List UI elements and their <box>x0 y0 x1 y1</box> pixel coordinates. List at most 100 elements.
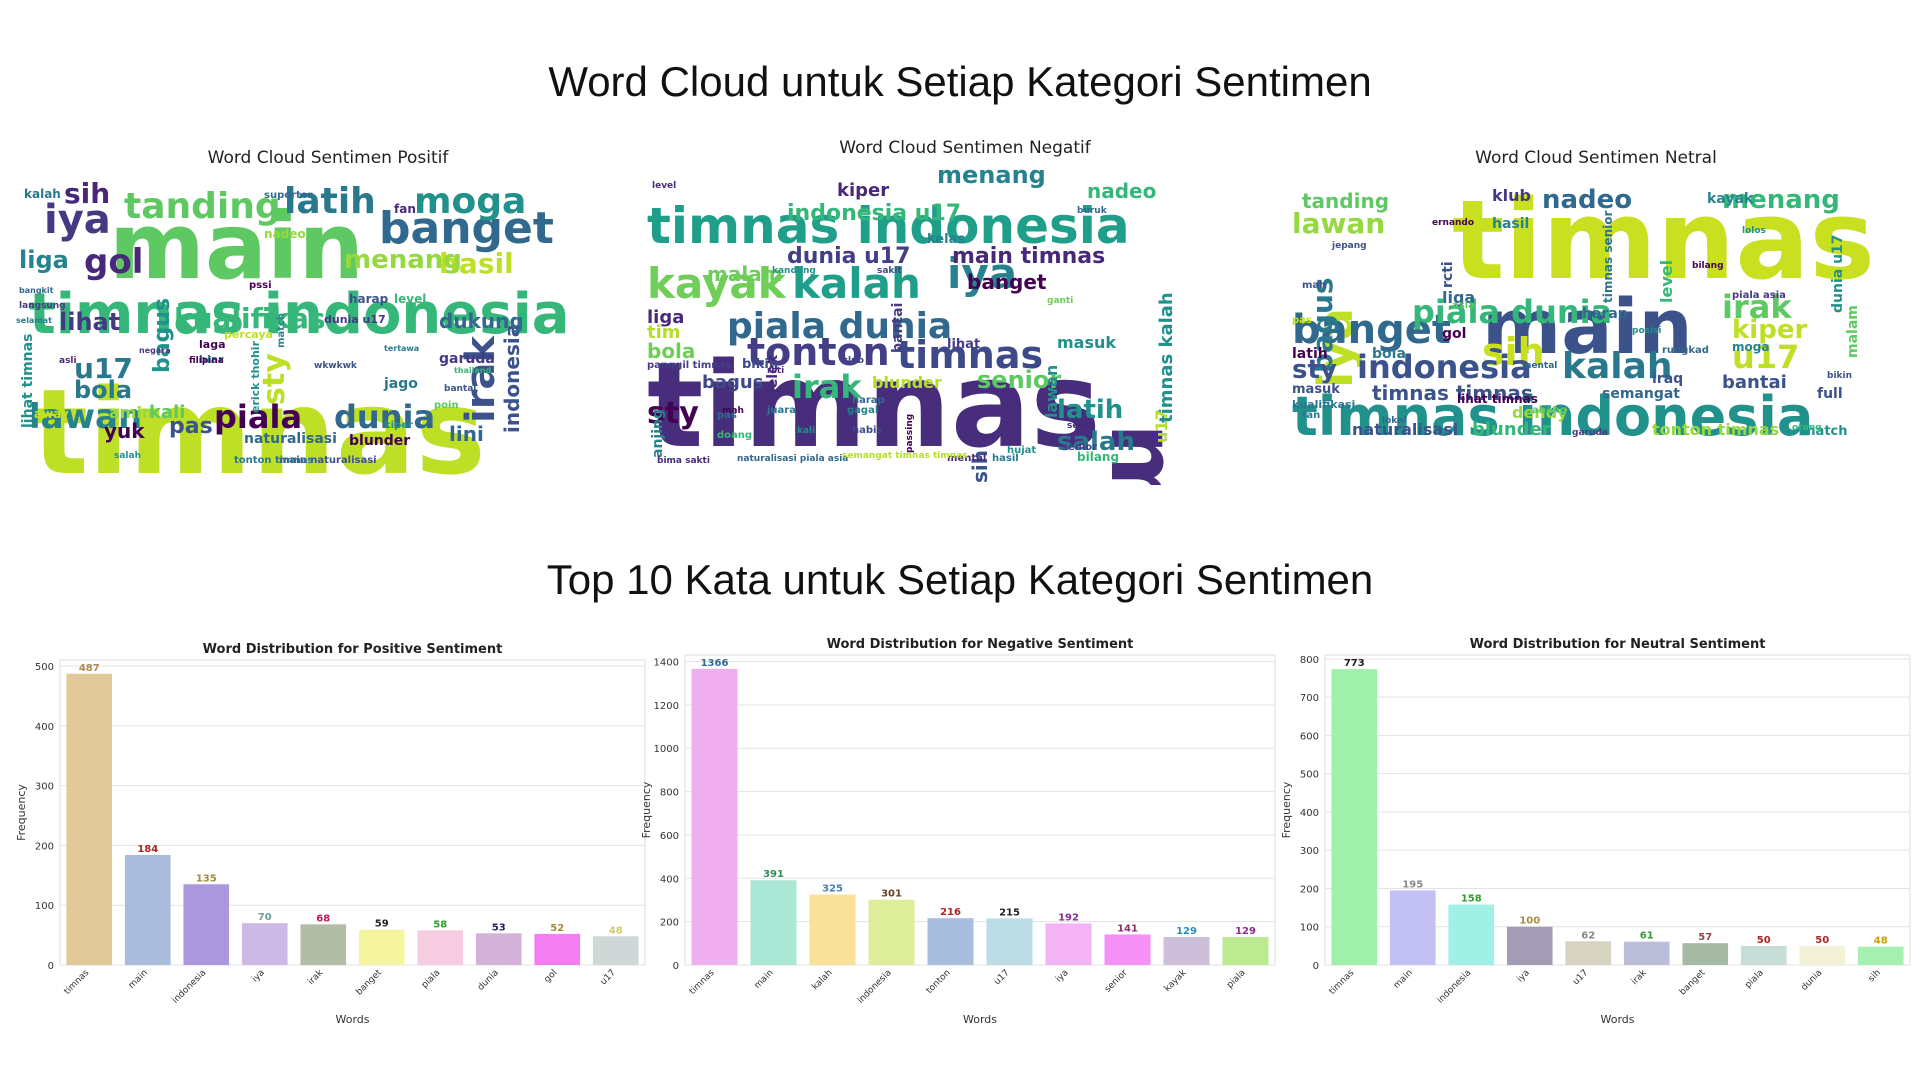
wordcloud-word: bagus <box>150 298 175 373</box>
wordcloud-word: erick thohir <box>249 340 262 413</box>
x-tick-label: u17 <box>1571 968 1590 987</box>
x-tick-label: u17 <box>599 968 618 987</box>
wordcloud-word: kalah <box>1562 346 1673 387</box>
wordcloud-word: hasil <box>1492 216 1529 232</box>
wordcloud-word: tonton timnas <box>234 455 314 466</box>
x-axis-label: Words <box>1600 1013 1634 1026</box>
bar-value-label: 215 <box>999 907 1020 918</box>
wordcloud-word: pas <box>169 414 213 439</box>
wordcloud-word: dukung <box>439 309 524 333</box>
wordcloud-word: bantai <box>1722 372 1787 393</box>
wordcloud-word: timnas indonesia <box>1292 385 1813 448</box>
x-tick-label: iya <box>250 968 267 985</box>
y-tick-label: 400 <box>660 874 679 885</box>
wordcloud-word: indonesia <box>1357 348 1532 386</box>
wordcloud-word: bangkit <box>19 286 54 295</box>
wordcloud-word: bilang <box>1692 261 1724 271</box>
bar <box>592 936 639 965</box>
wordcloud-word: sty <box>647 396 699 431</box>
wordcloud-word: garuda <box>439 351 495 367</box>
wordcloud-word: lokal <box>1382 416 1406 426</box>
bar-value-label: 50 <box>1757 935 1771 946</box>
bar-value-label: 61 <box>1640 931 1654 942</box>
x-tick-label: irak <box>306 967 326 987</box>
wordcloud-word: doang <box>717 430 752 441</box>
y-tick-label: 1000 <box>654 744 679 755</box>
wordcloud-word: irak <box>458 335 504 423</box>
wordcloud-word: sih <box>968 450 992 483</box>
x-tick-label: indonesia <box>856 968 894 1006</box>
wordcloud-word: indonesia <box>500 324 524 433</box>
wordcloud-word: tonton <box>747 330 890 374</box>
wordcloud-word: fan <box>394 202 416 216</box>
wordcloud-word: menang <box>1722 185 1840 215</box>
wordcloud-word: main <box>1090 423 1197 485</box>
bar <box>1799 945 1846 965</box>
wordcloud-word: iya <box>947 249 1017 298</box>
wordcloud-word: lihat <box>947 337 980 352</box>
wordcloud-word: lawan <box>29 397 142 437</box>
wordcloud-word: blunder <box>349 433 410 449</box>
y-tick-label: 200 <box>1300 884 1319 895</box>
wordcloud-word: bantai <box>444 384 476 394</box>
wordcloud-word: menang <box>937 161 1046 189</box>
x-tick-label: gol <box>543 968 560 985</box>
bar <box>1623 941 1670 965</box>
wordcloud-word: harap <box>1582 306 1628 322</box>
x-tick-label: iya <box>1054 968 1071 985</box>
y-tick-label: 100 <box>1300 923 1319 934</box>
y-tick-label: 600 <box>660 831 679 842</box>
wordcloud-word: latih <box>284 181 376 222</box>
wordcloud-word: timnas indonesia <box>29 282 570 347</box>
x-tick-label: main <box>127 968 150 991</box>
wordcloud-word: gagal <box>847 405 878 416</box>
wordcloud-positive: Word Cloud Sentimen Positif timnas main tim… <box>14 145 642 485</box>
wordcloud-word: passing <box>905 414 915 453</box>
wordcloud-word: lolos <box>1742 226 1766 236</box>
wordcloud-word: hasil <box>439 247 514 280</box>
wordcloud-word: rcti <box>767 366 784 376</box>
y-axis-label: Frequency <box>1280 781 1293 838</box>
bar-value-label: 58 <box>433 919 447 930</box>
wordcloud-word: main <box>1482 282 1693 371</box>
x-axis-label: Words <box>335 1013 369 1026</box>
bar-value-label: 57 <box>1698 932 1712 943</box>
wordcloud-word: lini <box>449 422 484 446</box>
wordcloud-word: pas <box>717 410 737 421</box>
x-tick-label: banget <box>1678 968 1708 998</box>
wordcloud-word: suporter <box>264 190 313 201</box>
wordcloud-word: timnas indonesia <box>647 197 1130 255</box>
wordcloud-word: pssi <box>249 280 272 291</box>
bar-value-label: 184 <box>137 844 158 855</box>
x-tick-label: timnas <box>1328 968 1357 997</box>
wordcloud-word: kiper <box>384 420 413 431</box>
bar-chart-positive-canvas: Word Distribution for Positive Sentiment… <box>15 642 646 1026</box>
wordcloud-word: senior <box>977 366 1061 394</box>
wordcloud-word: poin <box>434 400 459 411</box>
wordcloud-word: biar <box>199 353 224 366</box>
y-axis-label: Frequency <box>15 784 28 841</box>
wordcloud-word: kelas <box>927 232 965 247</box>
wordcloud-word: tim <box>647 322 681 343</box>
bar-value-label: 48 <box>1874 936 1888 947</box>
wordcloud-word: kali <box>797 426 815 436</box>
x-tick-label: tonton <box>925 968 953 996</box>
wordcloud-word: dendy <box>1512 403 1568 422</box>
bar <box>1448 904 1495 965</box>
wordcloud-word: u17 <box>1732 338 1799 376</box>
wordcloud-word: kualifikasi <box>174 302 335 335</box>
wordcloud-section-title: Word Cloud untuk Setiap Kategori Sentime… <box>548 58 1372 105</box>
y-axis-label: Frequency <box>640 781 653 838</box>
x-tick-label: kalah <box>810 968 834 992</box>
bar <box>750 880 797 965</box>
wordcloud-positive-canvas: Word Cloud Sentimen Positif timnas maintim… <box>16 148 570 485</box>
x-tick-label: indonesia <box>171 968 209 1006</box>
wordcloud-word: main naturalisasi <box>279 455 377 466</box>
y-tick-label: 1200 <box>654 701 679 712</box>
wordcloud-word: selamat <box>16 316 52 325</box>
wordcloud-negative: Word Cloud Sentimen Negatiftimnasmaintim… <box>647 135 1283 485</box>
bar-value-label: 129 <box>1176 926 1197 937</box>
wordcloud-word: bikin <box>1827 371 1852 381</box>
wordcloud-word: iya <box>44 197 111 243</box>
wordcloud-word: gol <box>1442 326 1466 342</box>
